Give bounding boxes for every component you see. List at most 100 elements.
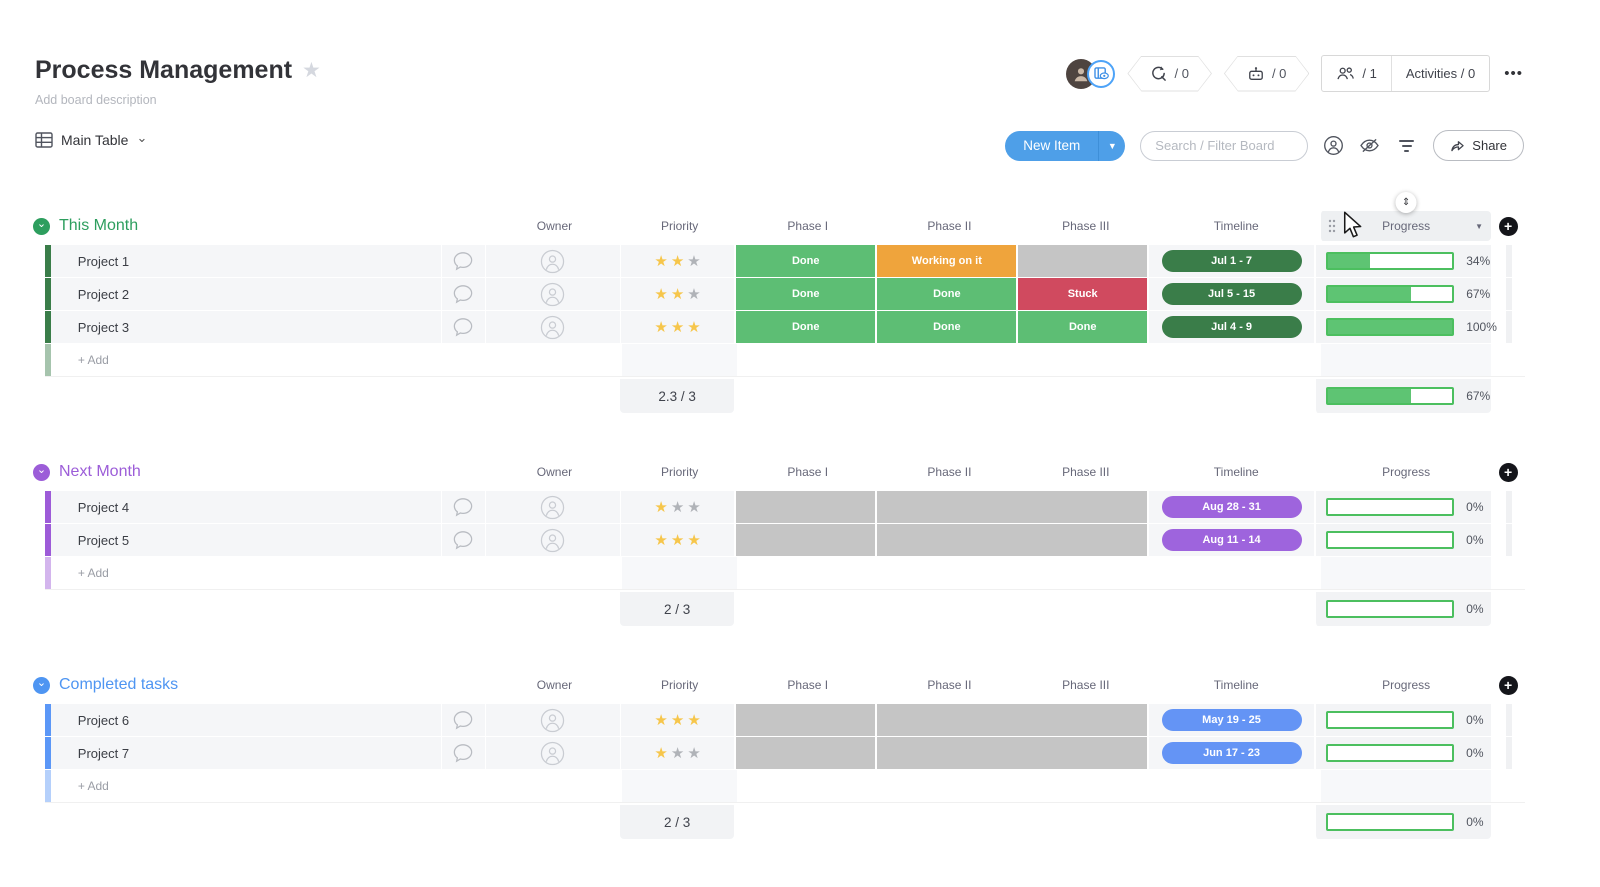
column-header-phase1[interactable]: Phase I (787, 219, 829, 233)
phase2-status[interactable] (875, 737, 1017, 769)
column-header-phase2[interactable]: Phase II (927, 465, 972, 479)
phase3-status[interactable] (1016, 524, 1147, 556)
board-menu-button[interactable]: ••• (1504, 65, 1523, 82)
timeline-cell[interactable]: Jun 17 - 23 (1146, 737, 1315, 769)
group-title[interactable]: This Month (59, 217, 139, 234)
item-name-cell[interactable]: Project 1 (50, 245, 442, 277)
owner-cell[interactable] (484, 278, 621, 310)
phase3-status[interactable]: Stuck (1016, 278, 1147, 310)
view-switcher[interactable]: Main Table ⌄ (35, 130, 147, 148)
phase2-status[interactable]: Done (875, 311, 1017, 343)
column-header-priority[interactable]: Priority (660, 465, 699, 479)
column-header-timeline[interactable]: Timeline (1151, 670, 1319, 700)
group-title[interactable]: Completed tasks (59, 676, 179, 693)
priority-cell[interactable]: ★ ★ ★ (620, 704, 735, 736)
progress-cell[interactable]: 0% (1314, 524, 1492, 556)
phase1-status[interactable] (734, 737, 876, 769)
chat-cell[interactable] (441, 278, 485, 310)
column-header-timeline[interactable]: Timeline (1151, 457, 1319, 487)
column-header-timeline[interactable]: Timeline (1151, 211, 1319, 241)
column-header-progress[interactable]: Progress (1319, 670, 1491, 700)
board-watch-badge[interactable] (1087, 59, 1116, 88)
phase3-status[interactable] (1016, 491, 1147, 523)
phase2-status[interactable]: Done (875, 278, 1017, 310)
favorite-star-icon[interactable]: ★ (302, 59, 321, 82)
item-name[interactable]: Project 1 (77, 253, 130, 269)
phase1-status[interactable] (734, 524, 876, 556)
progress-cell[interactable]: 0% (1314, 737, 1492, 769)
priority-cell[interactable]: ★ ★ ★ (620, 311, 735, 343)
column-header-phase2[interactable]: Phase II (927, 219, 972, 233)
phase2-status[interactable]: Working on it (875, 245, 1017, 277)
priority-cell[interactable]: ★ ★ ★ (620, 245, 735, 277)
item-name-cell[interactable]: Project 7 (50, 737, 442, 769)
timeline-pill[interactable]: May 19 - 25 (1161, 709, 1302, 731)
item-name[interactable]: Project 7 (77, 745, 130, 761)
owner-cell[interactable] (484, 311, 621, 343)
column-header-phase2[interactable]: Phase II (927, 678, 972, 692)
add-item-row[interactable]: + Add (45, 770, 1525, 803)
item-name-cell[interactable]: Project 3 (50, 311, 442, 343)
item-name-cell[interactable]: Project 5 (50, 524, 442, 556)
add-item-label[interactable]: + Add (77, 353, 109, 367)
add-column-button[interactable]: + (1498, 462, 1518, 482)
column-header-owner[interactable]: Owner (536, 219, 573, 233)
timeline-cell[interactable]: Aug 28 - 31 (1146, 491, 1315, 523)
phase1-status[interactable]: Done (734, 311, 876, 343)
activities-button[interactable]: Activities / 0 (1390, 56, 1489, 91)
column-header-phase1[interactable]: Phase I (787, 465, 829, 479)
integrations-badge[interactable]: / 0 (1128, 57, 1210, 91)
priority-cell[interactable]: ★ ★ ★ (620, 524, 735, 556)
hidden-columns-button[interactable] (1359, 137, 1380, 154)
owner-cell[interactable] (484, 737, 621, 769)
chat-cell[interactable] (441, 311, 485, 343)
group-title[interactable]: Next Month (59, 463, 141, 480)
add-column-button[interactable]: + (1498, 675, 1518, 695)
share-button[interactable]: Share (1433, 130, 1524, 161)
phase2-status[interactable] (875, 704, 1017, 736)
chat-cell[interactable] (441, 704, 485, 736)
column-header-owner[interactable]: Owner (536, 465, 573, 479)
item-name[interactable]: Project 3 (77, 319, 130, 335)
phase2-status[interactable] (875, 491, 1017, 523)
owner-cell[interactable] (484, 704, 621, 736)
new-item-dropdown[interactable]: ▼ (1098, 130, 1126, 161)
avatar-stack[interactable] (1066, 58, 1116, 89)
progress-cell[interactable]: 34% (1314, 245, 1492, 277)
board-members-button[interactable]: / 1 (1322, 56, 1390, 91)
timeline-cell[interactable]: Jul 1 - 7 (1146, 245, 1315, 277)
column-header-priority[interactable]: Priority (660, 219, 699, 233)
item-name[interactable]: Project 4 (77, 499, 130, 515)
timeline-cell[interactable]: May 19 - 25 (1146, 704, 1315, 736)
column-header-phase3[interactable]: Phase III (1062, 219, 1110, 233)
column-header-owner[interactable]: Owner (536, 678, 573, 692)
chevron-down-icon[interactable]: ▼ (1475, 221, 1484, 231)
item-name-cell[interactable]: Project 4 (50, 491, 442, 523)
board-description[interactable]: Add board description (35, 93, 157, 107)
item-name-cell[interactable]: Project 6 (50, 704, 442, 736)
item-name[interactable]: Project 2 (77, 286, 130, 302)
automations-badge[interactable]: / 0 (1225, 57, 1308, 91)
item-name-cell[interactable]: Project 2 (50, 278, 442, 310)
add-item-row[interactable]: + Add (45, 557, 1525, 590)
phase1-status[interactable]: Done (734, 278, 876, 310)
search-input[interactable] (1140, 130, 1309, 161)
chat-cell[interactable] (441, 491, 485, 523)
timeline-pill[interactable]: Jul 1 - 7 (1161, 250, 1302, 272)
priority-cell[interactable]: ★ ★ ★ (620, 278, 735, 310)
priority-cell[interactable]: ★ ★ ★ (620, 737, 735, 769)
column-header-phase1[interactable]: Phase I (787, 678, 829, 692)
add-item-label[interactable]: + Add (77, 566, 109, 580)
column-header-phase3[interactable]: Phase III (1062, 465, 1110, 479)
chat-cell[interactable] (441, 737, 485, 769)
timeline-pill[interactable]: Jul 4 - 9 (1161, 316, 1302, 338)
filter-button[interactable] (1395, 136, 1418, 156)
phase3-status[interactable] (1016, 245, 1147, 277)
priority-cell[interactable]: ★ ★ ★ (620, 491, 735, 523)
item-name[interactable]: Project 5 (77, 532, 130, 548)
chat-cell[interactable] (441, 524, 485, 556)
phase3-status[interactable]: Done (1016, 311, 1147, 343)
group-collapse-icon[interactable]: ⌄ (33, 676, 50, 694)
chat-cell[interactable] (441, 245, 485, 277)
phase2-status[interactable] (875, 524, 1017, 556)
